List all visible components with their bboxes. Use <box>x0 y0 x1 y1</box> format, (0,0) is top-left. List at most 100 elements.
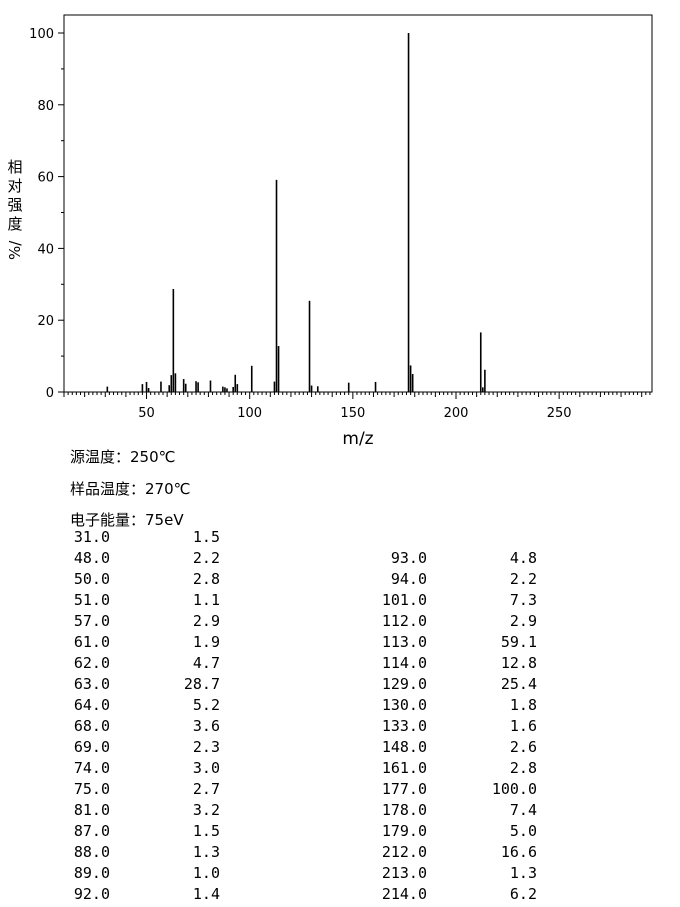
table-row: 112.0 2.9 <box>340 611 680 632</box>
mass-spectrum-chart: 0 20 40 60 80 100 50 100 150 200 250 m/z <box>29 14 653 449</box>
relative-abundance: 1.3 <box>509 864 537 882</box>
relative-abundance: 4.7 <box>192 654 220 672</box>
table-row: 63.0 28.7 <box>0 674 340 695</box>
relative-abundance: 12.8 <box>500 654 537 672</box>
table-row: 130.0 1.8 <box>340 695 680 716</box>
mz-value: 93.0 <box>390 549 427 567</box>
peak-bars <box>106 33 486 392</box>
relative-abundance: 3.6 <box>192 717 220 735</box>
mz-value: 213.0 <box>381 864 427 882</box>
table-row: 133.0 1.6 <box>340 716 680 737</box>
peak-table-left: 31.0 1.5 48.0 2.2 50.0 2.8 51.0 1.1 57.0 2.9 61.0 1… <box>0 527 340 907</box>
table-row: 179.0 5.0 <box>340 821 680 842</box>
mz-value: 51.0 <box>73 591 110 609</box>
table-row: 148.0 2.6 <box>340 737 680 758</box>
table-row: 89.0 1.0 <box>0 863 340 884</box>
mz-value: 74.0 <box>73 759 110 777</box>
x-tick-label: 250 <box>547 406 572 421</box>
y-tick-label: 20 <box>37 314 54 329</box>
y-axis-label-char: 度 <box>7 215 23 233</box>
table-row: 92.0 1.4 <box>0 884 340 905</box>
mz-value: 92.0 <box>73 885 110 903</box>
mz-value: 129.0 <box>381 675 427 693</box>
relative-abundance: 2.2 <box>509 570 537 588</box>
mz-value: 88.0 <box>73 843 110 861</box>
relative-abundance: 6.2 <box>509 885 537 903</box>
relative-abundance: 2.8 <box>509 759 537 777</box>
table-row: 212.0 16.6 <box>340 842 680 863</box>
relative-abundance: 59.1 <box>500 633 537 651</box>
table-row: 74.0 3.0 <box>0 758 340 779</box>
table-row: 64.0 5.2 <box>0 695 340 716</box>
relative-abundance: 2.8 <box>192 570 220 588</box>
table-row: 213.0 1.3 <box>340 863 680 884</box>
relative-abundance: 1.6 <box>509 717 537 735</box>
relative-abundance: 16.6 <box>500 843 537 861</box>
relative-abundance: 5.0 <box>509 822 537 840</box>
mz-value: 94.0 <box>390 570 427 588</box>
y-tick-label: 0 <box>46 386 54 401</box>
mz-value: 63.0 <box>73 675 110 693</box>
mz-value: 113.0 <box>381 633 427 651</box>
y-axis-label-unit: %/ <box>6 240 24 260</box>
y-axis-label-char: 相 <box>7 158 23 176</box>
table-row: 51.0 1.1 <box>0 590 340 611</box>
sample-temperature: 样品温度：270℃ <box>70 480 191 498</box>
mz-value: 214.0 <box>381 885 427 903</box>
relative-abundance: 7.3 <box>509 591 537 609</box>
table-row: 93.0 4.8 <box>340 548 680 569</box>
relative-abundance: 2.3 <box>192 738 220 756</box>
table-row: 214.0 6.2 <box>340 884 680 905</box>
relative-abundance: 5.2 <box>192 696 220 714</box>
relative-abundance: 1.4 <box>192 885 220 903</box>
table-row: 68.0 3.6 <box>0 716 340 737</box>
mz-value: 75.0 <box>73 780 110 798</box>
relative-abundance: 2.9 <box>192 612 220 630</box>
mz-value: 161.0 <box>381 759 427 777</box>
relative-abundance: 1.5 <box>192 822 220 840</box>
mz-value: 114.0 <box>381 654 427 672</box>
table-row: 87.0 1.5 <box>0 821 340 842</box>
table-row: 31.0 1.5 <box>0 527 340 548</box>
mz-value: 50.0 <box>73 570 110 588</box>
table-row: 81.0 3.2 <box>0 800 340 821</box>
relative-abundance: 1.1 <box>192 591 220 609</box>
mz-value: 178.0 <box>381 801 427 819</box>
relative-abundance: 1.3 <box>192 843 220 861</box>
relative-abundance: 3.2 <box>192 801 220 819</box>
relative-abundance: 100.0 <box>491 780 537 798</box>
table-row: 177.0 100.0 <box>340 779 680 800</box>
table-row: 161.0 2.8 <box>340 758 680 779</box>
y-tick-label: 60 <box>37 171 54 186</box>
mz-value: 69.0 <box>73 738 110 756</box>
relative-abundance: 2.6 <box>509 738 537 756</box>
mz-value: 62.0 <box>73 654 110 672</box>
y-axis-label: 相对强度 %/ <box>6 158 24 268</box>
table-row: 75.0 2.7 <box>0 779 340 800</box>
relative-abundance: 3.0 <box>192 759 220 777</box>
relative-abundance: 2.2 <box>192 549 220 567</box>
plot-frame <box>63 14 653 393</box>
x-tick-label: 50 <box>138 406 155 421</box>
peak-table-right: 93.0 4.8 94.0 2.2 101.0 7.3 112.0 2.9 113.0 59.1 1… <box>340 548 680 907</box>
mz-value: 130.0 <box>381 696 427 714</box>
table-row: 129.0 25.4 <box>340 674 680 695</box>
relative-abundance: 1.9 <box>192 633 220 651</box>
mz-value: 57.0 <box>73 612 110 630</box>
mz-value: 179.0 <box>381 822 427 840</box>
relative-abundance: 28.7 <box>183 675 220 693</box>
mz-value: 212.0 <box>381 843 427 861</box>
table-row: 113.0 59.1 <box>340 632 680 653</box>
relative-abundance: 4.8 <box>509 549 537 567</box>
relative-abundance: 2.7 <box>192 780 220 798</box>
relative-abundance: 1.5 <box>192 528 220 546</box>
x-tick-label: 150 <box>340 406 365 421</box>
table-row: 114.0 12.8 <box>340 653 680 674</box>
table-row: 50.0 2.8 <box>0 569 340 590</box>
mz-value: 48.0 <box>73 549 110 567</box>
mz-value: 81.0 <box>73 801 110 819</box>
mz-value: 87.0 <box>73 822 110 840</box>
x-axis: 50 100 150 200 250 <box>63 392 651 421</box>
table-row: 94.0 2.2 <box>340 569 680 590</box>
relative-abundance: 7.4 <box>509 801 537 819</box>
